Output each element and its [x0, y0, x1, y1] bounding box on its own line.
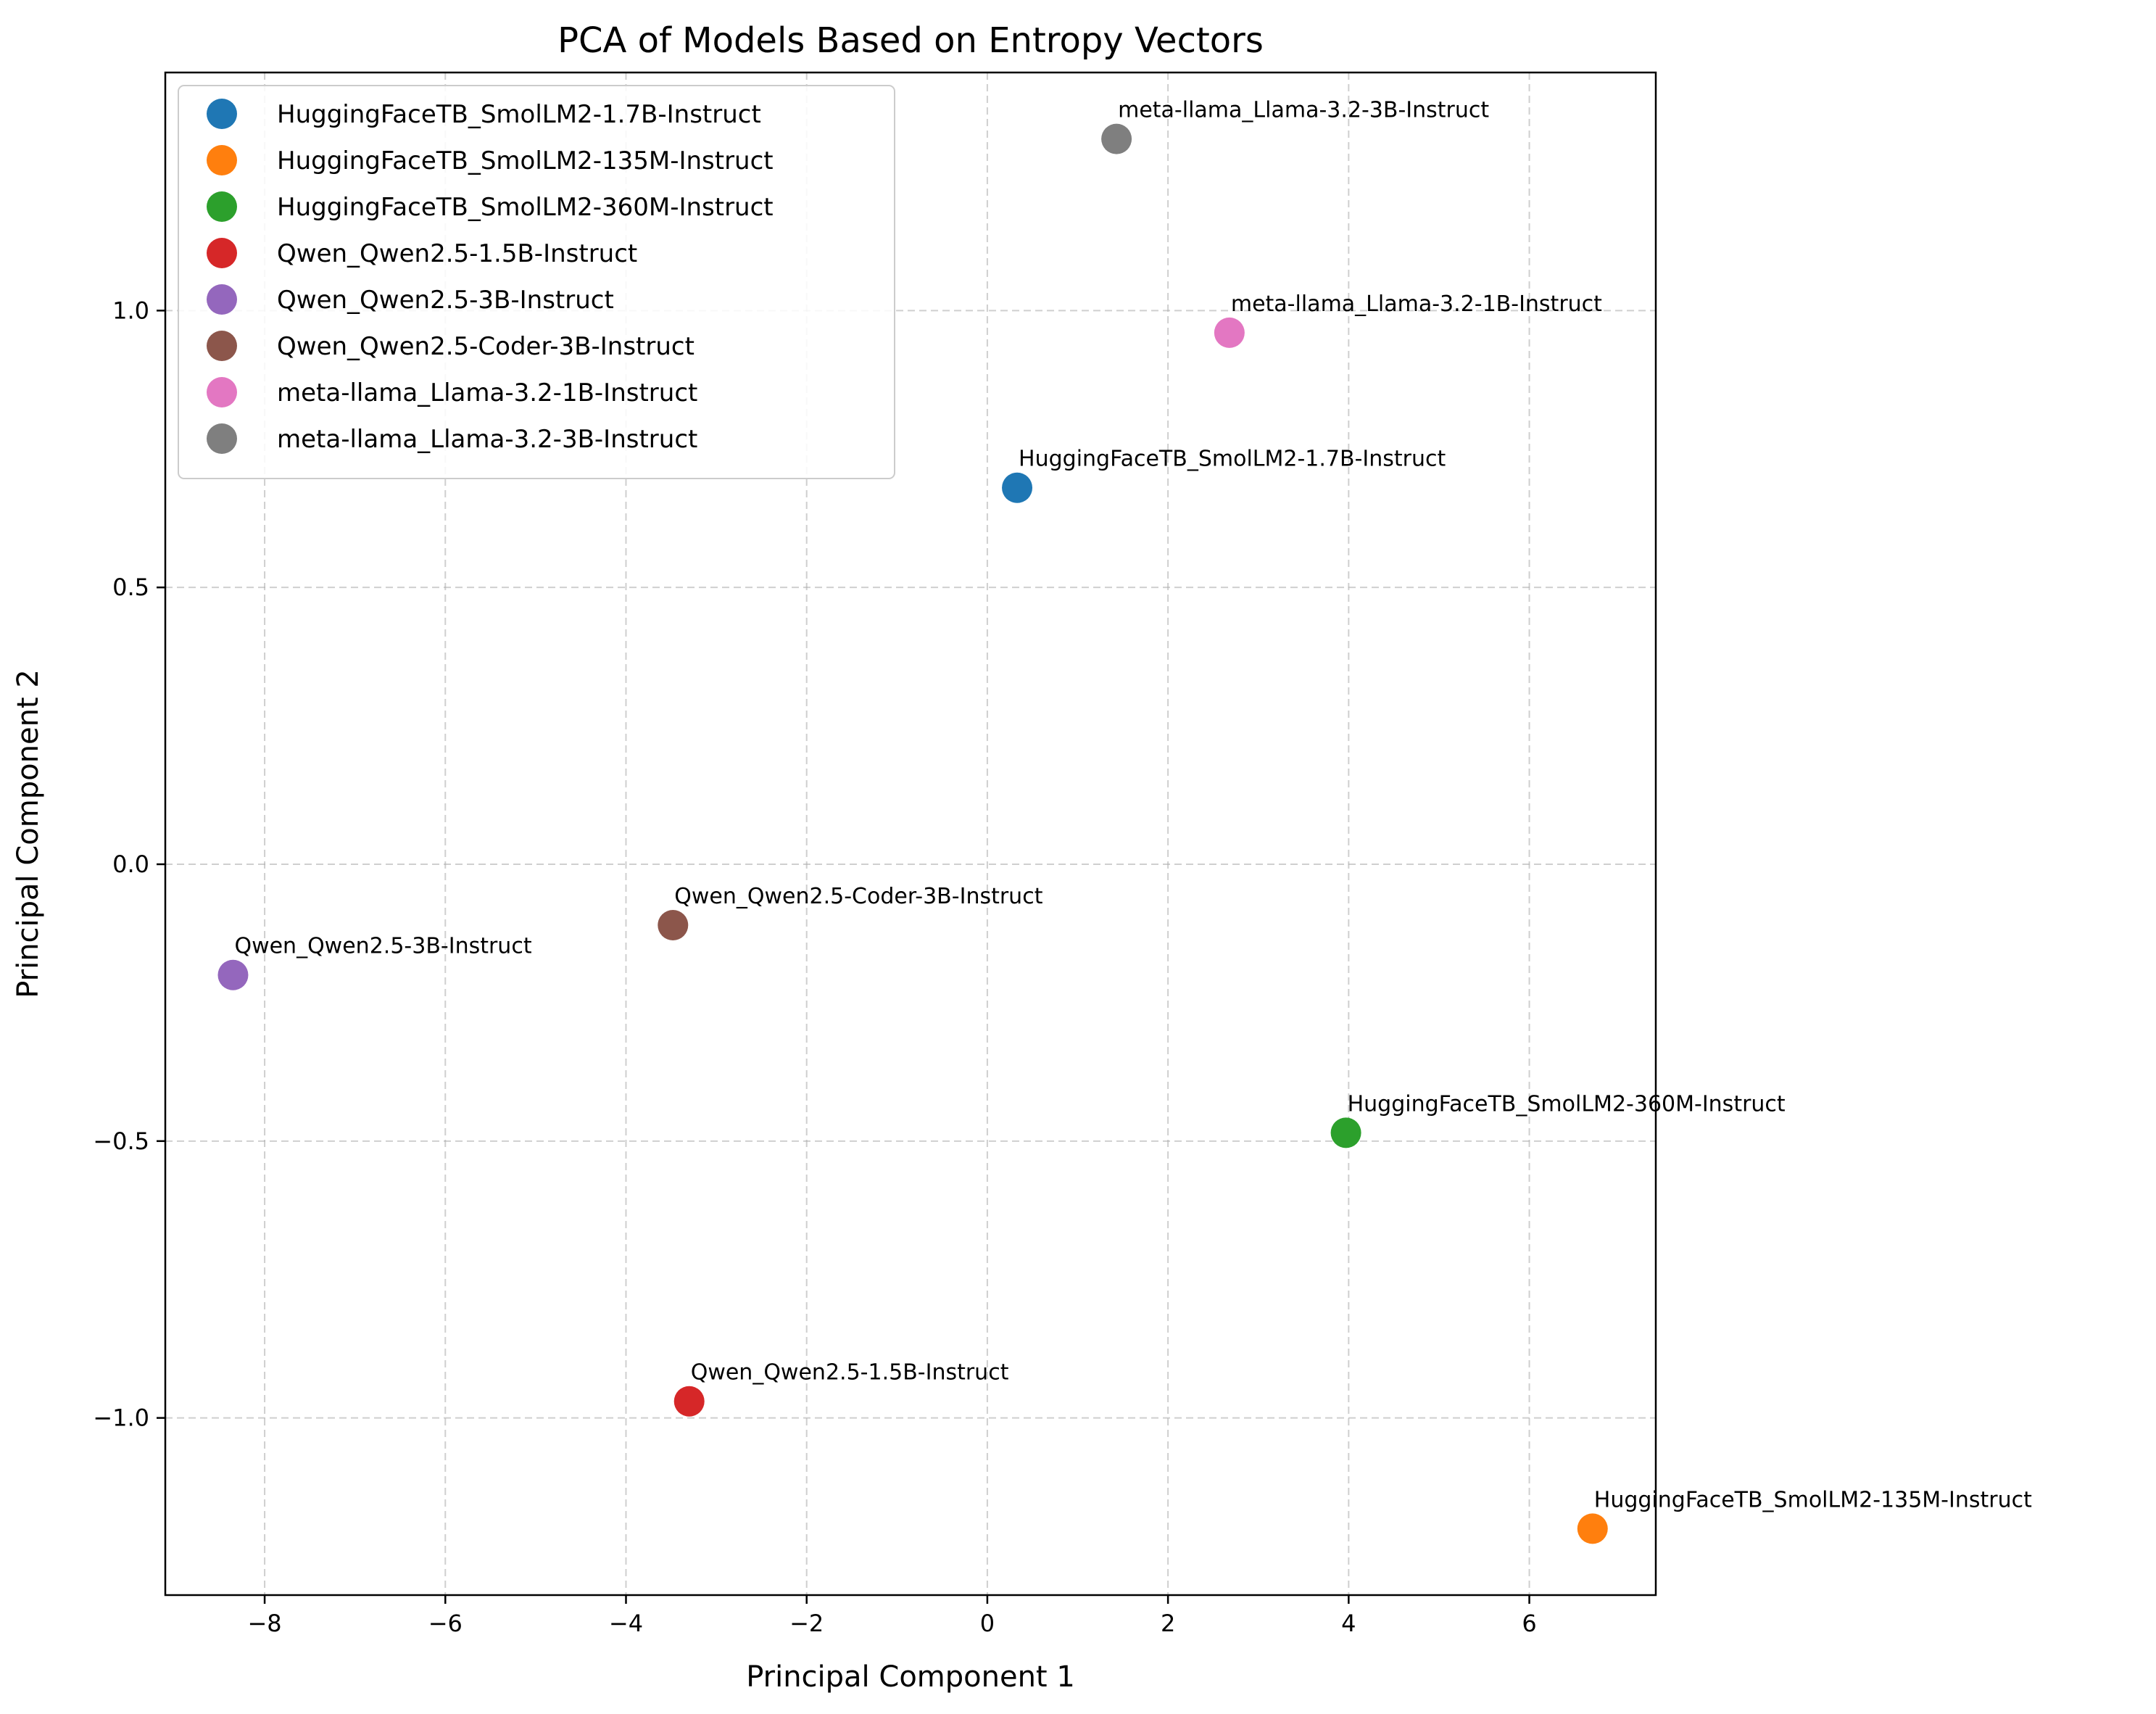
legend-entry: HuggingFaceTB_SmolLM2-360M-Instruct — [277, 193, 774, 222]
legend-marker — [207, 377, 237, 407]
legend-marker — [207, 238, 237, 268]
data-point — [1214, 317, 1245, 348]
x-tick-label: −8 — [247, 1610, 281, 1637]
y-tick-label: −1.0 — [93, 1404, 149, 1432]
point-label: meta-llama_Llama-3.2-3B-Instruct — [1118, 98, 1489, 123]
point-label: HuggingFaceTB_SmolLM2-1.7B-Instruct — [1019, 447, 1446, 472]
legend-marker — [207, 423, 237, 454]
legend-entry: Qwen_Qwen2.5-1.5B-Instruct — [277, 239, 637, 268]
point-label: HuggingFaceTB_SmolLM2-360M-Instruct — [1348, 1091, 1786, 1117]
legend-entry: HuggingFaceTB_SmolLM2-1.7B-Instruct — [277, 100, 761, 129]
y-tick-label: 0.5 — [112, 574, 149, 601]
plot-frame — [164, 71, 1657, 1597]
x-tick-label: 4 — [1341, 1610, 1356, 1637]
legend: HuggingFaceTB_SmolLM2-1.7B-Instruct Huggi… — [178, 85, 895, 479]
data-point — [217, 959, 249, 990]
legend-marker — [207, 191, 237, 222]
x-tick-label: −2 — [789, 1610, 824, 1637]
legend-marker — [207, 331, 237, 361]
data-point — [1577, 1513, 1608, 1544]
legend-marker — [207, 99, 237, 129]
x-tick-label: 6 — [1522, 1610, 1536, 1637]
legend-entry: meta-llama_Llama-3.2-3B-Instruct — [277, 425, 697, 454]
legend-entry: meta-llama_Llama-3.2-1B-Instruct — [277, 378, 697, 407]
x-tick-label: 0 — [980, 1610, 995, 1637]
x-axis-ticks: −8 −6 −4 −2 0 2 4 6 — [247, 1595, 1537, 1637]
point-label: meta-llama_Llama-3.2-1B-Instruct — [1231, 291, 1602, 317]
data-point — [658, 910, 689, 940]
y-tick-label: 1.0 — [112, 297, 149, 324]
legend-entry: Qwen_Qwen2.5-3B-Instruct — [277, 286, 614, 315]
data-point — [673, 1386, 705, 1417]
point-label: Qwen_Qwen2.5-3B-Instruct — [234, 934, 531, 959]
point-annotations: HuggingFaceTB_SmolLM2-1.7B-Instruct Huggi… — [234, 98, 2032, 1513]
x-axis-label: Principal Component 1 — [746, 1660, 1075, 1694]
data-point — [1002, 472, 1033, 503]
data-point — [1330, 1117, 1361, 1148]
legend-entry: HuggingFaceTB_SmolLM2-135M-Instruct — [277, 146, 774, 175]
point-label: Qwen_Qwen2.5-1.5B-Instruct — [691, 1360, 1009, 1386]
y-axis-label: Principal Component 2 — [12, 669, 45, 998]
data-point — [1101, 123, 1132, 154]
x-tick-label: 2 — [1161, 1610, 1175, 1637]
grid — [165, 73, 1656, 1595]
y-axis-ticks: −1.0 −0.5 0.0 0.5 1.0 — [93, 297, 165, 1432]
y-tick-label: 0.0 — [112, 850, 149, 878]
legend-marker — [207, 284, 237, 315]
data-points — [217, 123, 1608, 1544]
chart-title: PCA of Models Based on Entropy Vectors — [557, 20, 1264, 61]
point-label: Qwen_Qwen2.5-Coder-3B-Instruct — [674, 884, 1042, 909]
x-tick-label: −4 — [609, 1610, 643, 1637]
y-tick-label: −0.5 — [93, 1127, 149, 1155]
legend-frame — [178, 85, 895, 479]
legend-marker — [207, 145, 237, 175]
point-label: HuggingFaceTB_SmolLM2-135M-Instruct — [1594, 1487, 2032, 1512]
legend-entry: Qwen_Qwen2.5-Coder-3B-Instruct — [277, 332, 695, 361]
x-tick-label: −6 — [428, 1610, 463, 1637]
